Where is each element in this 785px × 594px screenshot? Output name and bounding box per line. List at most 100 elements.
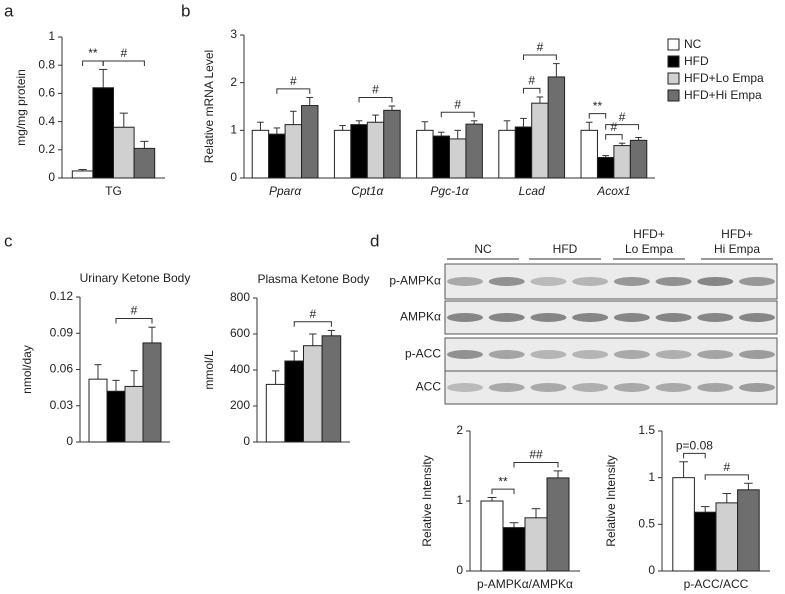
bar xyxy=(142,342,162,443)
bar xyxy=(265,383,286,443)
bar xyxy=(268,133,286,179)
y-axis-label: Relative Intensity xyxy=(420,455,434,546)
blot-band xyxy=(488,350,525,359)
significance-bracket xyxy=(605,134,623,140)
bar xyxy=(92,87,115,179)
blot-band xyxy=(655,383,692,392)
significance-label: # xyxy=(454,97,461,111)
significance-label: # xyxy=(611,120,618,134)
significance-bracket xyxy=(491,488,515,495)
x-tick-label: Cpt1α xyxy=(351,184,384,198)
y-tick-label: 0.4 xyxy=(38,114,55,128)
significance-bracket xyxy=(704,474,749,480)
blot-group-label: Lo Empa xyxy=(625,242,673,256)
bar xyxy=(416,129,434,179)
blot-band xyxy=(697,383,734,392)
significance-label: ## xyxy=(529,448,543,462)
panel-letter: a xyxy=(4,1,14,20)
blot-strip xyxy=(444,337,778,372)
legend-swatch xyxy=(667,38,680,51)
bar xyxy=(629,139,648,179)
blot-band xyxy=(613,383,650,392)
significance-label: # xyxy=(290,74,297,88)
bar xyxy=(693,511,717,572)
significance-label: # xyxy=(619,110,626,124)
y-tick-label: 1 xyxy=(648,470,655,484)
legend-swatch xyxy=(667,72,680,85)
blot-row-label: AMPKα xyxy=(400,310,441,324)
significance-bracket xyxy=(358,96,393,103)
blot-band xyxy=(530,313,567,322)
bar xyxy=(251,129,270,179)
significance-bracket xyxy=(440,111,475,118)
blot-band xyxy=(739,313,775,322)
significance-bracket xyxy=(276,88,311,94)
bar xyxy=(546,477,570,572)
significance-bracket xyxy=(513,462,559,468)
bar xyxy=(449,138,467,179)
y-tick-label: 1 xyxy=(48,29,55,43)
blot-band xyxy=(655,277,692,286)
y-tick-label: 1.5 xyxy=(638,423,655,437)
y-tick-label: 2 xyxy=(456,423,463,437)
blot-band xyxy=(697,313,734,322)
x-tick-label: TG xyxy=(105,184,122,198)
blot-band xyxy=(697,350,734,359)
y-tick-label: 600 xyxy=(230,326,250,340)
y-tick-label: 1 xyxy=(230,123,237,137)
y-tick-label: 0.09 xyxy=(50,325,74,339)
y-tick-label: 0.06 xyxy=(50,362,74,376)
y-tick-label: 800 xyxy=(230,290,250,304)
legend-label: HFD xyxy=(684,54,709,68)
blot-band xyxy=(488,383,525,392)
significance-bracket xyxy=(293,321,332,327)
bar xyxy=(514,126,533,179)
blot-group-label: HFD xyxy=(553,242,578,256)
bar xyxy=(737,489,760,572)
y-axis-label: Relative mRNA Level xyxy=(202,50,216,163)
bar xyxy=(432,135,450,179)
y-tick-label: 0 xyxy=(243,434,250,448)
legend-label: HFD+Lo Empa xyxy=(684,71,764,85)
significance-label: ** xyxy=(593,99,603,113)
significance-label: p=0.08 xyxy=(676,439,713,453)
significance-label: # xyxy=(120,46,127,60)
blot-group-label: Hi Empa xyxy=(714,242,760,256)
y-tick-label: 0.03 xyxy=(50,398,74,412)
blot-band xyxy=(655,313,692,322)
blot-group-label: HFD+ xyxy=(721,227,753,241)
significance-label: ** xyxy=(498,474,508,488)
legend-label: NC xyxy=(684,37,702,51)
panel-letter: c xyxy=(4,231,13,250)
y-tick-label: 200 xyxy=(230,398,250,412)
blot-row-label: ACC xyxy=(416,380,442,394)
bar xyxy=(547,76,566,179)
significance-label: # xyxy=(537,40,544,54)
blot-band xyxy=(613,277,650,286)
chart-title: Plasma Ketone Body xyxy=(257,272,369,286)
significance-bracket xyxy=(683,452,706,459)
blot-row-label: p-AMPKα xyxy=(389,274,441,288)
x-tick-label: Pgc-1α xyxy=(430,184,469,198)
blot-band xyxy=(530,383,567,392)
significance-bracket xyxy=(588,113,607,119)
y-tick-label: 0 xyxy=(456,563,463,577)
bar xyxy=(113,126,135,179)
blot-band xyxy=(488,277,525,286)
y-tick-label: 1 xyxy=(456,493,463,507)
significance-bracket xyxy=(115,318,153,324)
blot-group-label: NC xyxy=(474,242,492,256)
bar xyxy=(124,385,144,443)
x-tick-label: p-AMPKα/AMPKα xyxy=(477,577,573,591)
bar xyxy=(613,145,631,179)
y-tick-label: 0.8 xyxy=(38,57,55,71)
blot-band xyxy=(613,350,650,359)
blot-band xyxy=(447,383,483,392)
bar xyxy=(303,345,323,443)
y-tick-label: 400 xyxy=(230,362,250,376)
y-tick-label: 3 xyxy=(230,27,237,41)
significance-label: # xyxy=(372,83,379,97)
bar xyxy=(715,502,739,572)
